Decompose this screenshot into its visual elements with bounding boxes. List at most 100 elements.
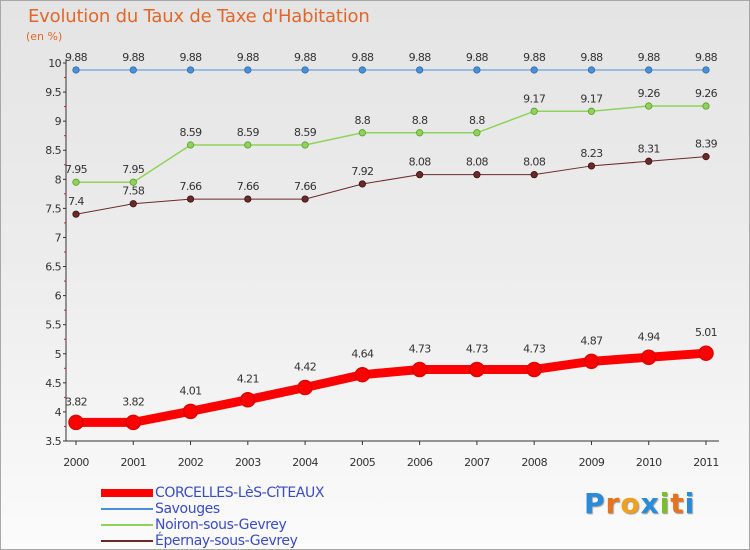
y-tick-label: 7.5 <box>45 202 61 215</box>
data-label: 4.73 <box>466 342 489 355</box>
data-point <box>301 141 309 149</box>
data-label: 9.88 <box>638 51 661 64</box>
series-line <box>75 156 707 215</box>
y-tick-label: 5 <box>55 348 62 361</box>
y-tick-label: 8 <box>55 173 62 186</box>
y-tick-label: 4.5 <box>45 377 61 390</box>
data-point <box>358 129 366 137</box>
legend-swatch <box>101 540 153 542</box>
data-label: 5.01 <box>695 326 717 339</box>
data-label: 3.82 <box>65 395 87 408</box>
data-label: 8.8 <box>469 114 485 127</box>
data-label: 4.94 <box>638 330 661 343</box>
data-label: 4.87 <box>580 334 603 347</box>
data-label: 9.88 <box>237 51 260 64</box>
data-point <box>416 129 424 137</box>
data-point <box>301 66 309 74</box>
data-point <box>583 353 600 370</box>
data-label: 7.95 <box>122 163 145 176</box>
data-label: 7.66 <box>294 180 317 193</box>
x-tick-label: 2004 <box>292 456 318 469</box>
y-tick-label: 7 <box>55 231 62 244</box>
logo-letter: i <box>684 487 696 520</box>
series-line <box>71 348 711 427</box>
data-label: 9.88 <box>294 51 317 64</box>
data-label: 8.59 <box>294 126 317 139</box>
data-point <box>186 141 195 149</box>
data-point <box>645 102 653 110</box>
data-label: 7.95 <box>65 163 88 176</box>
y-tick-label: 6 <box>55 290 62 303</box>
data-point <box>473 171 481 179</box>
logo-letter: x <box>640 487 660 520</box>
data-label: 8.23 <box>580 147 603 160</box>
data-label: 7.66 <box>179 180 202 193</box>
data-point <box>702 153 710 161</box>
data-point <box>411 361 428 378</box>
data-point <box>244 66 252 74</box>
y-tick-label: 6.5 <box>45 261 61 274</box>
data-label: 9.88 <box>122 51 145 64</box>
data-label: 8.31 <box>638 142 660 155</box>
legend-label: Savouges <box>155 501 220 517</box>
data-point <box>129 66 137 74</box>
data-point <box>301 195 309 203</box>
y-tick-label: 10 <box>48 57 61 70</box>
data-point <box>297 379 313 396</box>
x-tick-label: 2005 <box>350 456 376 469</box>
y-tick-label: 9 <box>55 115 62 128</box>
y-tick-label: 3.5 <box>45 435 61 448</box>
data-point <box>587 162 596 170</box>
x-tick-label: 2003 <box>235 456 261 469</box>
legend-swatch <box>101 489 153 497</box>
series-line <box>75 105 707 183</box>
legend-label: CORCELLES-LèS-CîTEAUX <box>155 485 325 501</box>
data-label: 4.73 <box>409 342 432 355</box>
data-label: 8.08 <box>523 156 546 169</box>
data-point <box>645 66 653 74</box>
data-label: 9.17 <box>580 92 603 105</box>
data-label: 8.8 <box>355 114 371 127</box>
x-tick-label: 2008 <box>521 456 547 469</box>
data-point <box>129 200 137 208</box>
data-label: 9.88 <box>179 51 202 64</box>
data-point <box>244 141 252 149</box>
data-label: 4.64 <box>351 348 374 361</box>
logo-letter: r <box>605 487 621 520</box>
data-label: 4.01 <box>179 384 201 397</box>
data-point <box>530 66 538 74</box>
data-point <box>72 210 80 218</box>
data-point <box>473 66 481 74</box>
data-point <box>186 195 195 203</box>
x-tick-label: 2001 <box>120 456 146 469</box>
data-point <box>68 414 84 431</box>
chart-title: Evolution du Taux de Taxe d'Habitation <box>28 6 370 27</box>
data-label: 9.88 <box>466 51 489 64</box>
data-label: 9.88 <box>351 51 374 64</box>
x-tick-label: 2009 <box>579 456 605 469</box>
logo-letter: t <box>670 487 685 520</box>
data-point <box>186 66 195 74</box>
data-point <box>358 180 366 188</box>
x-tick-label: 2011 <box>693 456 719 469</box>
data-point <box>587 107 596 115</box>
data-label: 8.08 <box>409 156 432 169</box>
data-label: 9.88 <box>65 51 88 64</box>
y-tick-label: 4 <box>55 406 62 419</box>
data-label: 4.21 <box>237 373 259 386</box>
data-label: 8.08 <box>466 156 489 169</box>
data-point <box>587 66 596 74</box>
data-point <box>702 102 710 110</box>
data-point <box>358 66 366 74</box>
data-label: 9.88 <box>523 51 546 64</box>
logo-letter: i <box>659 487 671 520</box>
data-label: 7.66 <box>237 180 260 193</box>
data-point <box>240 391 256 408</box>
data-label: 4.42 <box>294 360 316 373</box>
data-point <box>530 171 538 179</box>
x-tick-label: 2007 <box>464 456 490 469</box>
data-label: 9.26 <box>695 87 718 100</box>
